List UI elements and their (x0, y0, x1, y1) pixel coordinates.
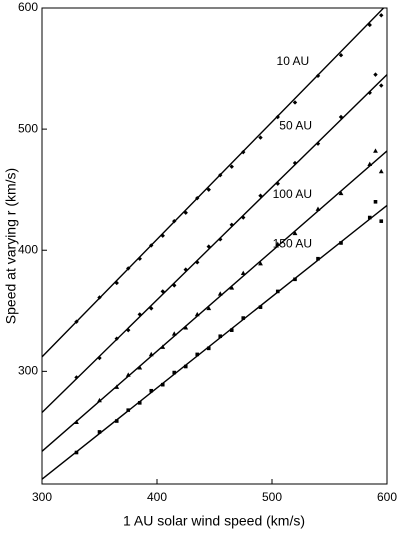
line-label: 50 AU (279, 118, 312, 132)
x-axis-title: 1 AU solar wind speed (km/s) (123, 513, 305, 529)
data-point (137, 365, 143, 370)
x-tick-label: 300 (32, 490, 52, 504)
fit-line (41, 74, 388, 414)
data-point (206, 305, 212, 311)
data-point (379, 13, 384, 18)
fit-line (41, 204, 388, 480)
data-point (378, 168, 384, 174)
line-label: 100 AU (273, 187, 312, 201)
y-tick-label: 600 (18, 0, 38, 14)
data-point (338, 190, 344, 196)
data-point (258, 135, 263, 140)
data-point (379, 219, 384, 223)
data-point (160, 233, 165, 238)
data-point (241, 215, 246, 220)
data-point (183, 325, 189, 330)
data-point (229, 285, 235, 290)
line-label: 10 AU (277, 54, 310, 68)
data-point (258, 260, 263, 266)
y-tick-label: 500 (18, 121, 38, 135)
line-label: 150 AU (273, 236, 312, 250)
fit-line (41, 150, 388, 452)
data-point (373, 72, 378, 77)
x-tick-label: 600 (377, 490, 397, 504)
data-point (292, 160, 298, 166)
data-point (292, 230, 298, 236)
data-point (373, 148, 378, 153)
data-point (183, 210, 188, 215)
data-point (97, 397, 102, 403)
plot-frame (41, 7, 388, 485)
data-point (206, 244, 211, 249)
data-point (292, 100, 298, 105)
data-point (373, 199, 378, 204)
y-tick-label: 400 (18, 242, 38, 256)
data-point (137, 312, 142, 317)
y-tick-label: 300 (18, 364, 38, 378)
data-point (240, 270, 246, 276)
x-tick-label: 400 (147, 490, 167, 504)
data-point (338, 53, 344, 58)
fit-line (41, 7, 385, 358)
data-point (229, 164, 234, 169)
data-point (275, 181, 280, 186)
x-tick-label: 500 (262, 490, 282, 504)
data-point (379, 83, 384, 88)
data-point (183, 267, 188, 272)
y-axis-title: Speed at varying r (km/s) (3, 168, 19, 324)
data-point (137, 256, 142, 261)
